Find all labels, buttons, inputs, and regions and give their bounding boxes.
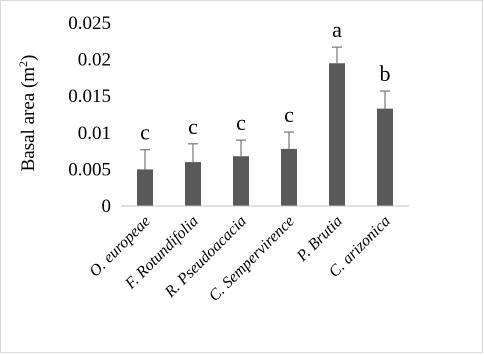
y-axis-title: Basal area (m2) <box>16 55 39 172</box>
y-tick-label: 0.01 <box>78 123 111 144</box>
y-axis-title-close: ) <box>18 55 39 61</box>
y-axis-title-group: Basal area (m2) <box>16 55 39 172</box>
bar <box>185 162 201 206</box>
y-tick-label: 0 <box>102 196 112 217</box>
significance-letter: b <box>380 61 391 86</box>
bar <box>329 63 345 207</box>
y-tick-label: 0.02 <box>78 50 111 71</box>
category-label: C. Sempervirence <box>206 213 298 305</box>
y-axis-ticks: 0 0.005 0.01 0.015 0.02 0.025 <box>68 13 111 217</box>
significance-letters: c c c c a b <box>140 17 390 144</box>
y-tick-label: 0.005 <box>68 159 111 180</box>
significance-letter: c <box>284 102 294 127</box>
y-tick-label: 0.015 <box>68 86 111 107</box>
bar <box>281 148 297 206</box>
significance-letter: c <box>140 120 150 145</box>
significance-letter: c <box>188 114 198 139</box>
y-axis-title-superscript: 2 <box>16 61 30 67</box>
bar <box>377 108 393 206</box>
y-tick-label: 0.025 <box>68 13 111 34</box>
bar <box>137 169 153 206</box>
bars <box>137 63 393 207</box>
y-axis-title-main: Basal area (m <box>18 67 39 172</box>
bar <box>233 156 249 206</box>
significance-letter: a <box>332 17 342 42</box>
significance-letter: c <box>236 110 246 135</box>
error-bars <box>140 46 390 170</box>
category-label: R. Pseudoacacia <box>161 213 250 302</box>
